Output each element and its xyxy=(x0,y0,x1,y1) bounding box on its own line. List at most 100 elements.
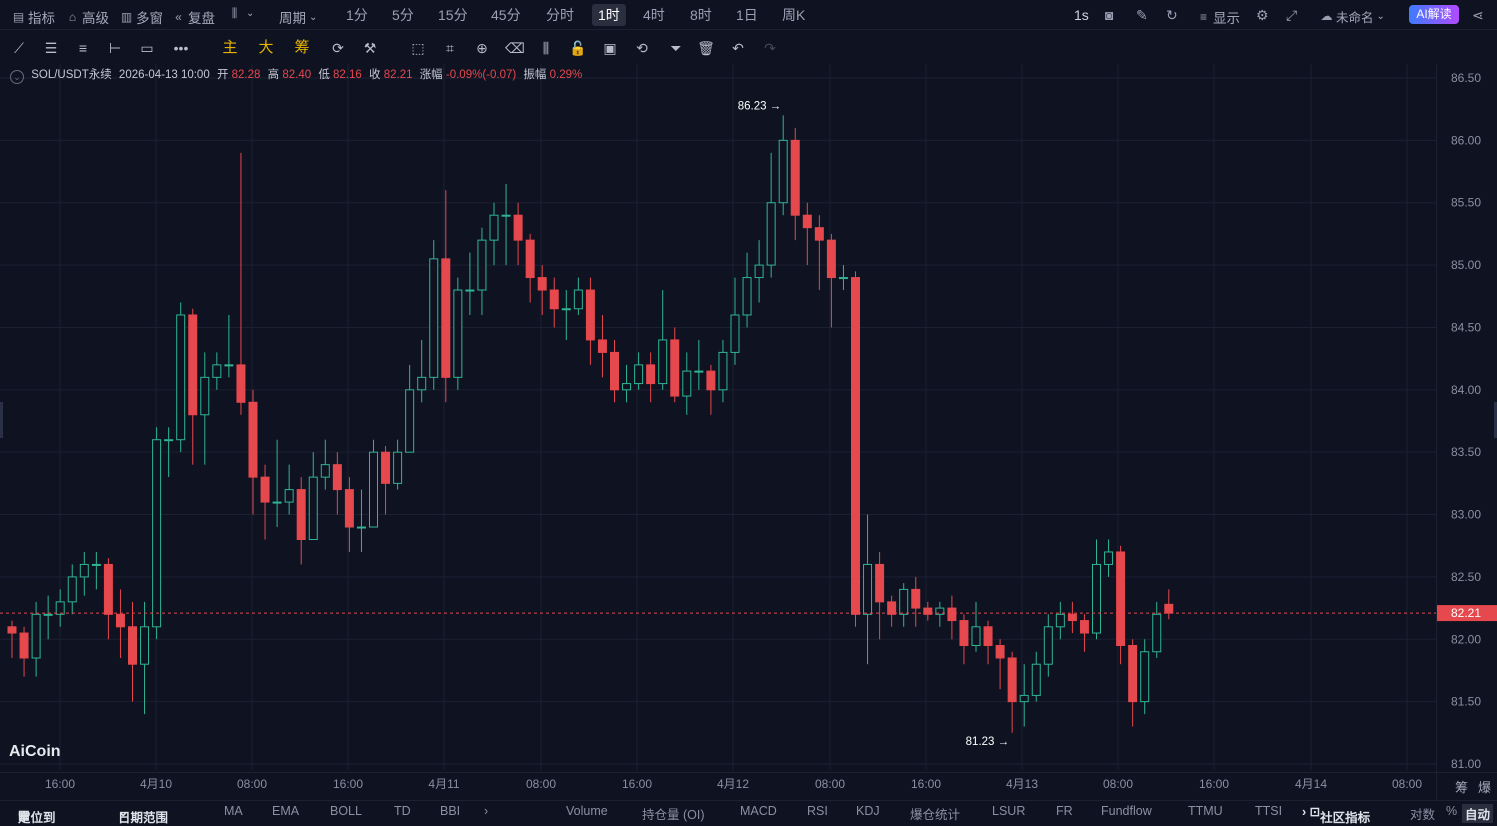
candle-body[interactable] xyxy=(356,526,366,529)
candle-body[interactable] xyxy=(441,258,451,378)
candle-body[interactable] xyxy=(1007,657,1017,703)
candle-body[interactable] xyxy=(610,351,619,391)
candle-body[interactable] xyxy=(658,339,668,385)
magnet-icon[interactable]: ⟲ xyxy=(636,40,648,56)
candle-body[interactable] xyxy=(1104,551,1114,565)
candle-body[interactable] xyxy=(597,339,607,353)
sub-indicator-oi[interactable]: 持仓量 (OI) xyxy=(642,808,705,822)
replay-button[interactable]: « 复盘 xyxy=(172,7,215,27)
candle-body[interactable] xyxy=(200,376,210,416)
sub-indicator-volume[interactable]: Volume xyxy=(566,804,608,818)
candle-body[interactable] xyxy=(1043,626,1053,665)
sub-indicator-liquidation[interactable]: 爆仓统计 xyxy=(910,808,961,822)
indicator-bbi[interactable]: BBI xyxy=(440,804,461,818)
candle-body[interactable] xyxy=(1092,563,1101,634)
period-dropdown[interactable]: 周期 ⌄ xyxy=(279,7,317,27)
candles-icon[interactable]: ⫼ xyxy=(542,40,550,56)
camera-icon[interactable]: ◙ xyxy=(1105,7,1114,23)
layout-name-dropdown[interactable]: ☁ 未命名 ⌄ xyxy=(1320,7,1385,26)
candle-body[interactable] xyxy=(622,383,632,391)
candle-body[interactable] xyxy=(128,626,137,665)
log-scale-toggle[interactable]: 对数 xyxy=(1410,808,1436,822)
settings-icon[interactable]: ⚙ xyxy=(1256,7,1269,23)
candle-body[interactable] xyxy=(67,576,77,603)
candle-body[interactable] xyxy=(585,289,595,341)
candle-body[interactable] xyxy=(573,289,583,310)
parallel-lines-icon[interactable]: ☰ xyxy=(44,40,58,56)
rectangle-icon[interactable]: ▭ xyxy=(140,40,154,56)
candle-body[interactable] xyxy=(79,563,89,578)
candle-body[interactable] xyxy=(248,401,258,478)
burst-panel-toggle[interactable]: 爆 xyxy=(1478,780,1492,795)
candle-body[interactable] xyxy=(381,451,391,484)
timeframe-5m[interactable]: 5分 xyxy=(392,7,414,23)
candle-body[interactable] xyxy=(417,376,427,391)
candle-body[interactable] xyxy=(19,632,29,659)
zoom-in-icon[interactable]: ⊕ xyxy=(476,40,488,56)
candle-body[interactable] xyxy=(31,613,41,659)
candle-body[interactable] xyxy=(525,239,535,279)
candle-body[interactable] xyxy=(1055,613,1065,628)
sub-indicator-fundflow[interactable]: Fundflow xyxy=(1101,804,1152,818)
more-tools-icon[interactable]: ••• xyxy=(173,40,189,56)
candle-body[interactable] xyxy=(706,370,716,391)
filter-icon[interactable]: ⏷ xyxy=(670,40,682,56)
right-scroll-handle[interactable] xyxy=(1494,402,1497,438)
candle-body[interactable] xyxy=(55,601,65,615)
candle-body[interactable] xyxy=(115,613,125,628)
large-order-toggle[interactable]: 大 xyxy=(258,39,274,56)
sub-indicator-macd[interactable]: MACD xyxy=(740,804,777,818)
left-scroll-handle[interactable] xyxy=(0,402,3,438)
candle-body[interactable] xyxy=(1116,551,1126,647)
date-range-button[interactable]: 日期范围 ⌄ xyxy=(118,805,169,825)
ai-interpret-button[interactable]: AI解读 xyxy=(1409,5,1459,24)
ruler-icon[interactable]: ⌗ xyxy=(446,40,454,56)
candle-body[interactable] xyxy=(911,588,921,609)
timeframe-1w[interactable]: 周K xyxy=(782,7,806,23)
candle-body[interactable] xyxy=(778,139,788,204)
candle-body[interactable] xyxy=(320,464,330,478)
sub-indicator-ttmu[interactable]: TTMU xyxy=(1188,804,1223,818)
wand-icon[interactable]: ⚒ xyxy=(363,40,377,56)
sub-indicator-kdj[interactable]: KDJ xyxy=(856,804,880,818)
candle-body[interactable] xyxy=(1164,603,1174,614)
undo-icon[interactable]: ↶ xyxy=(732,40,744,56)
indicator-boll[interactable]: BOLL xyxy=(330,804,362,818)
candle-body[interactable] xyxy=(272,501,282,504)
community-indicators-button[interactable]: › ⊡ 社区指标 xyxy=(1302,805,1371,825)
auto-scale-toggle[interactable]: 自动 xyxy=(1462,804,1494,823)
candle-body[interactable] xyxy=(188,314,198,416)
candle-body[interactable] xyxy=(995,645,1005,659)
candle-body[interactable] xyxy=(176,314,186,441)
candle-body[interactable] xyxy=(393,451,403,484)
advanced-button[interactable]: ⌂ 高级 xyxy=(66,7,109,27)
percent-scale-toggle[interactable]: % xyxy=(1446,804,1458,818)
candle-body[interactable] xyxy=(284,489,294,503)
candle-body[interactable] xyxy=(959,620,969,647)
candle-body[interactable] xyxy=(91,563,101,566)
candle-body[interactable] xyxy=(477,239,487,291)
candle-body[interactable] xyxy=(814,227,824,241)
candle-body[interactable] xyxy=(103,563,113,615)
candle-body[interactable] xyxy=(983,626,993,647)
candle-body[interactable] xyxy=(838,277,848,280)
candle-body[interactable] xyxy=(634,364,644,385)
indicators-button[interactable]: ▤ 指标 xyxy=(12,7,55,27)
candle-body[interactable] xyxy=(7,626,17,634)
main-indicator-toggle[interactable]: 主 xyxy=(222,39,238,56)
candle-body[interactable] xyxy=(296,489,306,540)
candle-body[interactable] xyxy=(742,277,752,316)
candle-body[interactable] xyxy=(164,439,174,442)
candle-body[interactable] xyxy=(344,489,354,528)
candle-body[interactable] xyxy=(923,607,933,615)
candle-body[interactable] xyxy=(802,214,812,229)
sub-indicator-ttsi[interactable]: TTSI xyxy=(1255,804,1283,818)
candle-body[interactable] xyxy=(971,626,981,647)
fullscreen-icon[interactable]: ⤢ xyxy=(1286,7,1298,23)
candle-body[interactable] xyxy=(1079,620,1089,634)
candle-body[interactable] xyxy=(670,339,680,397)
candle-body[interactable] xyxy=(140,626,150,665)
share-icon[interactable]: ⋖ xyxy=(1472,7,1484,23)
candle-body[interactable] xyxy=(899,588,909,615)
candle-body[interactable] xyxy=(429,258,439,378)
